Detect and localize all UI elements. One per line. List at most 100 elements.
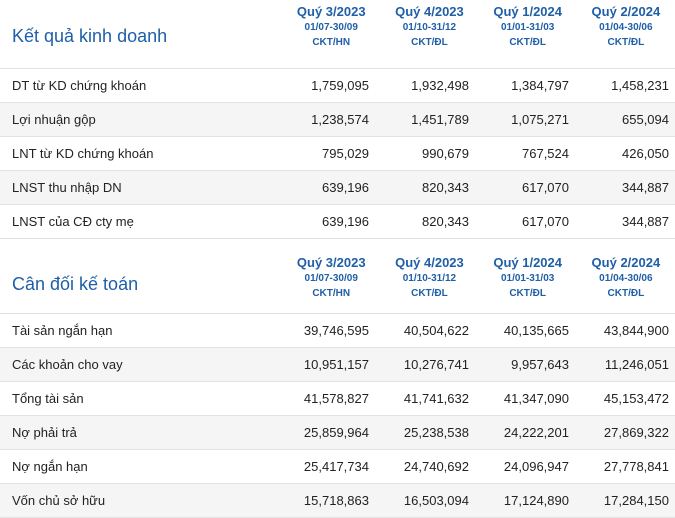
income-col-header-4: Quý 2/2024 01/04-30/06 CKT/ĐL (577, 4, 675, 68)
balance-title: Cân đối kế toán (12, 273, 139, 294)
row-value: 820,343 (422, 180, 469, 195)
row-value: 45,153,472 (603, 391, 669, 406)
row-label: DT từ KD chứng khoán (12, 78, 147, 93)
income-header: Kết quả kinh doanh Quý 3/2023 01/07-30/0… (0, 0, 675, 68)
table-row: Lợi nhuận gộp 1,238,574 1,451,789 1,075,… (0, 102, 675, 136)
col-range: 01/01-31/03 (500, 273, 555, 284)
row-value: 767,524 (522, 146, 569, 161)
row-value: 1,238,574 (311, 112, 369, 127)
row-value: 16,503,094 (403, 493, 469, 508)
balance-section: Cân đối kế toán Quý 3/2023 01/07-30/09 C… (0, 239, 675, 518)
row-value: 39,746,595 (303, 323, 369, 338)
col-unit: CKT/ĐL (509, 288, 546, 299)
row-value: 24,222,201 (503, 425, 569, 440)
row-label: LNST thu nhập DN (12, 180, 122, 195)
table-row: Tổng tài sản 41,578,827 41,741,632 41,34… (0, 381, 675, 415)
balance-header: Cân đối kế toán Quý 3/2023 01/07-30/09 C… (0, 239, 675, 313)
row-value: 25,238,538 (403, 425, 469, 440)
col-quarter: Quý 2/2024 (591, 255, 661, 270)
row-label: Nợ ngắn hạn (12, 459, 88, 474)
income-col-header-2: Quý 4/2023 01/10-31/12 CKT/ĐL (380, 4, 478, 68)
row-value: 639,196 (322, 180, 369, 195)
row-value: 40,135,665 (503, 323, 569, 338)
row-value: 15,718,863 (303, 493, 369, 508)
balance-col-header-2: Quý 4/2023 01/10-31/12 CKT/ĐL (380, 255, 478, 313)
row-value: 41,741,632 (403, 391, 469, 406)
balance-rows: Tài sản ngắn hạn 39,746,595 40,504,622 4… (0, 313, 675, 518)
row-value: 9,957,643 (511, 357, 569, 372)
row-value: 11,246,051 (604, 357, 669, 372)
row-label: Các khoản cho vay (12, 357, 123, 372)
row-value: 17,284,150 (603, 493, 669, 508)
row-value: 639,196 (322, 214, 369, 229)
col-quarter: Quý 1/2024 (493, 255, 562, 270)
col-unit: CKT/ĐL (411, 288, 448, 299)
row-value: 10,276,741 (403, 357, 469, 372)
col-unit: CKT/ĐL (509, 37, 546, 48)
row-value: 655,094 (622, 112, 669, 127)
row-value: 24,096,947 (503, 459, 569, 474)
balance-col-header-3: Quý 1/2024 01/01-31/03 CKT/ĐL (479, 255, 577, 313)
col-unit: CKT/HN (312, 37, 351, 48)
row-value: 820,343 (422, 214, 469, 229)
row-label: Tài sản ngắn hạn (12, 323, 113, 338)
col-unit: CKT/ĐL (607, 37, 645, 48)
row-label: Nợ phải trả (12, 425, 77, 440)
col-range: 01/07-30/09 (304, 273, 358, 284)
income-col-header-3: Quý 1/2024 01/01-31/03 CKT/ĐL (479, 4, 577, 68)
row-value: 25,859,964 (303, 425, 369, 440)
col-range: 01/07-30/09 (304, 22, 358, 33)
income-section: Kết quả kinh doanh Quý 3/2023 01/07-30/0… (0, 0, 675, 239)
col-range: 01/01-31/03 (500, 22, 555, 33)
col-quarter: Quý 3/2023 (296, 255, 366, 270)
income-rows: DT từ KD chứng khoán 1,759,095 1,932,498… (0, 68, 675, 239)
row-value: 24,740,692 (403, 459, 469, 474)
row-value: 17,124,890 (503, 493, 569, 508)
row-value: 1,384,797 (511, 78, 569, 93)
table-row: DT từ KD chứng khoán 1,759,095 1,932,498… (0, 68, 675, 102)
table-row: Vốn chủ sở hữu 15,718,863 16,503,094 17,… (0, 483, 675, 517)
col-quarter: Quý 4/2023 (395, 4, 464, 19)
col-range: 01/04-30/06 (599, 273, 653, 284)
row-value: 10,951,157 (303, 357, 369, 372)
col-quarter: Quý 4/2023 (395, 255, 464, 270)
row-value: 344,887 (622, 214, 669, 229)
row-value: 41,347,090 (503, 391, 569, 406)
row-value: 1,759,095 (311, 78, 369, 93)
table-row: Nợ phải trả 25,859,964 25,238,538 24,222… (0, 415, 675, 449)
balance-col-header-4: Quý 2/2024 01/04-30/06 CKT/ĐL (577, 255, 675, 313)
row-value: 27,778,841 (603, 459, 669, 474)
row-value: 27,869,322 (603, 425, 669, 440)
row-value: 426,050 (622, 146, 669, 161)
income-col-header-1: Quý 3/2023 01/07-30/09 CKT/HN (282, 4, 380, 68)
row-value: 43,844,900 (603, 323, 669, 338)
row-value: 1,458,231 (611, 78, 669, 93)
row-value: 41,578,827 (303, 391, 369, 406)
row-value: 1,932,498 (411, 78, 469, 93)
row-label: Tổng tài sản (12, 391, 84, 406)
col-unit: CKT/HN (312, 288, 351, 299)
row-value: 795,029 (322, 146, 369, 161)
table-row: LNST của CĐ cty mẹ 639,196 820,343 617,0… (0, 204, 675, 238)
table-row: LNST thu nhập DN 639,196 820,343 617,070… (0, 170, 675, 204)
table-row: Nợ ngắn hạn 25,417,734 24,740,692 24,096… (0, 449, 675, 483)
row-value: 40,504,622 (403, 323, 469, 338)
col-quarter: Quý 2/2024 (591, 4, 661, 19)
row-value: 617,070 (522, 180, 569, 195)
row-value: 990,679 (422, 146, 469, 161)
table-row: Tài sản ngắn hạn 39,746,595 40,504,622 4… (0, 313, 675, 347)
col-range: 01/04-30/06 (599, 22, 653, 33)
col-quarter: Quý 1/2024 (493, 4, 562, 19)
row-label: Lợi nhuận gộp (12, 112, 96, 127)
col-quarter: Quý 3/2023 (296, 4, 366, 19)
row-value: 1,451,789 (411, 112, 469, 127)
row-label: LNT từ KD chứng khoán (12, 146, 154, 161)
row-value: 1,075,271 (511, 112, 569, 127)
row-value: 25,417,734 (303, 459, 369, 474)
col-unit: CKT/ĐL (607, 288, 645, 299)
income-title: Kết quả kinh doanh (12, 25, 168, 46)
col-range: 01/10-31/12 (402, 273, 457, 284)
col-unit: CKT/ĐL (411, 37, 448, 48)
balance-col-header-1: Quý 3/2023 01/07-30/09 CKT/HN (282, 255, 380, 313)
table-row: Các khoản cho vay 10,951,157 10,276,741 … (0, 347, 675, 381)
